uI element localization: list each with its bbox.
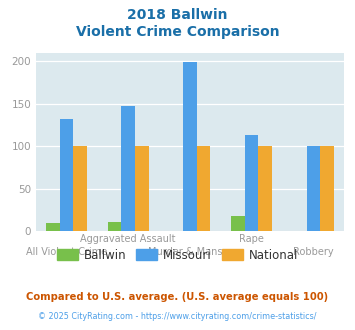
Bar — [245, 135, 258, 231]
Bar — [46, 222, 60, 231]
Text: 2018 Ballwin: 2018 Ballwin — [127, 8, 228, 22]
Legend: Ballwin, Missouri, National: Ballwin, Missouri, National — [52, 244, 303, 266]
Bar — [320, 146, 334, 231]
Text: © 2025 CityRating.com - https://www.cityrating.com/crime-statistics/: © 2025 CityRating.com - https://www.city… — [38, 312, 317, 321]
Bar — [73, 146, 87, 231]
Bar — [135, 146, 148, 231]
Bar — [231, 216, 245, 231]
Bar — [307, 146, 320, 231]
Bar — [258, 146, 272, 231]
Bar — [183, 62, 197, 231]
Text: Violent Crime Comparison: Violent Crime Comparison — [76, 25, 279, 39]
Bar — [197, 146, 210, 231]
Bar — [108, 222, 121, 231]
Bar — [121, 106, 135, 231]
Bar — [60, 119, 73, 231]
Text: Compared to U.S. average. (U.S. average equals 100): Compared to U.S. average. (U.S. average … — [26, 292, 329, 302]
